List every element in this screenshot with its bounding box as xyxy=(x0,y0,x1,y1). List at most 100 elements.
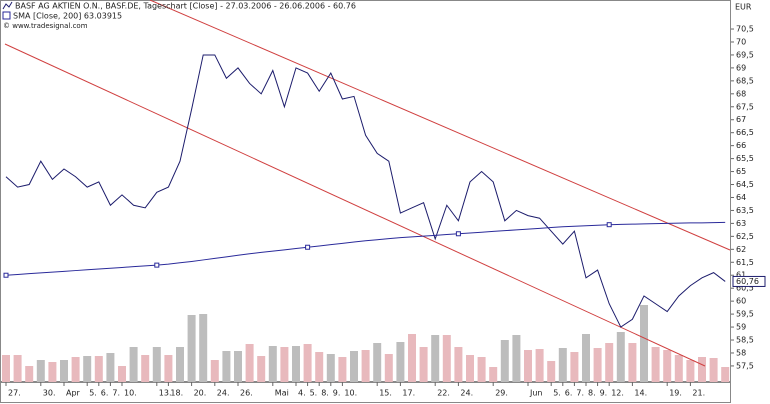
volume-bar xyxy=(60,360,68,382)
trend-channel-upper xyxy=(149,0,731,251)
x-tick-label: 19. xyxy=(669,389,682,398)
plot-frame xyxy=(0,0,731,382)
x-tick-label: 12. xyxy=(611,389,624,398)
volume-bar xyxy=(605,343,614,382)
y-tick-label: 60 xyxy=(736,297,746,306)
legend-sma: SMA [Close, 200] 63.03915 xyxy=(13,12,122,21)
volume-bar xyxy=(709,358,718,382)
y-tick-label: 64,5 xyxy=(736,180,754,189)
y-tick-label: 67 xyxy=(736,115,746,124)
volume-bar xyxy=(431,335,440,382)
volume-bar xyxy=(419,347,428,382)
volume-bar xyxy=(245,344,254,382)
y-tick-label: 61,5 xyxy=(736,258,754,267)
y-tick-label: 68,5 xyxy=(736,76,754,85)
volume-bar xyxy=(442,335,451,382)
x-tick-label: 10. xyxy=(124,389,137,398)
volume-bar xyxy=(48,362,57,382)
volume-bar xyxy=(396,342,405,382)
x-tick-label: 10. xyxy=(344,389,357,398)
x-tick-label: 30. xyxy=(43,389,56,398)
volume-bar xyxy=(83,356,92,382)
volume-bar xyxy=(25,366,34,382)
volume-bar xyxy=(176,347,184,382)
volume-bar xyxy=(303,344,312,382)
sma-marker xyxy=(305,244,311,250)
x-tick-label: 5. xyxy=(553,389,561,398)
credit: © www.tradesignal.com xyxy=(3,22,88,30)
x-tick-label: 6. xyxy=(101,389,109,398)
volume-bar xyxy=(651,347,660,382)
y-tick-label: 70 xyxy=(736,37,746,46)
volume-bar xyxy=(315,352,324,382)
y-tick-label: 69 xyxy=(736,63,746,72)
x-tick-label: 14. xyxy=(634,389,647,398)
sma-marker xyxy=(606,222,612,228)
volume-bar xyxy=(593,348,602,382)
x-tick-label: 26. xyxy=(240,389,253,398)
volume-bar xyxy=(13,355,22,382)
volume-bar xyxy=(663,350,672,382)
x-tick-label: 8. xyxy=(321,389,329,398)
y-tick-label: 63 xyxy=(736,219,746,228)
volume-bar xyxy=(698,357,706,382)
x-tick-label: Mai xyxy=(275,389,289,398)
y-tick-label: 69,5 xyxy=(736,50,754,59)
volume-bar xyxy=(268,346,277,382)
volume-bar xyxy=(350,351,358,382)
sma-marker xyxy=(3,272,9,278)
volume-bar xyxy=(292,346,300,382)
sma-marker xyxy=(154,262,160,268)
trend-channel-lower xyxy=(4,43,706,367)
volume-bar xyxy=(338,357,347,382)
volume-bar xyxy=(582,334,590,382)
volume-bar xyxy=(686,360,695,382)
volume-bar xyxy=(199,314,208,382)
x-tick-label: 24. xyxy=(217,389,230,398)
volume-bar xyxy=(187,315,196,382)
y-tick-label: 66,5 xyxy=(736,128,754,137)
volume-bar xyxy=(674,355,683,382)
y-tick-label: 67,5 xyxy=(736,102,754,111)
x-tick-label: 6. xyxy=(565,389,573,398)
y-tick-label: 62 xyxy=(736,245,746,254)
volume-layer xyxy=(2,305,730,382)
volume-bar xyxy=(570,352,579,382)
x-tick-label: 21. xyxy=(692,389,705,398)
y-tick-label: 70,5 xyxy=(736,25,754,34)
volume-bar xyxy=(2,355,10,382)
volume-bar xyxy=(141,355,150,382)
volume-bar xyxy=(210,360,219,382)
x-tick-label: 22. xyxy=(437,389,450,398)
volume-bar xyxy=(94,356,103,382)
volume-bar xyxy=(118,366,126,382)
x-tick-label: Apr xyxy=(66,389,81,398)
volume-bar xyxy=(489,367,498,382)
x-tick-label: 13. xyxy=(159,389,172,398)
volume-bar xyxy=(326,354,335,382)
volume-bar xyxy=(71,357,80,382)
y-tick-label: 60,5 xyxy=(736,284,754,293)
x-tick-label: 18. xyxy=(170,389,183,398)
volume-bar xyxy=(628,343,637,382)
y-tick-label: 61 xyxy=(736,271,746,280)
volume-bar xyxy=(257,356,266,382)
volume-bar xyxy=(558,348,567,382)
y-tick-label: 63,5 xyxy=(736,206,754,215)
x-tick-label: 15. xyxy=(379,389,392,398)
volume-bar xyxy=(361,350,370,382)
sma-marker xyxy=(455,231,461,237)
price-layer xyxy=(3,54,726,328)
volume-bar xyxy=(524,350,532,382)
y-tick-label: 65,5 xyxy=(736,154,754,163)
x-tick-label: 5. xyxy=(310,389,318,398)
volume-bar xyxy=(280,347,289,382)
x-tick-label: 8. xyxy=(588,389,596,398)
volume-bar xyxy=(152,347,161,382)
volume-bar xyxy=(547,361,556,382)
volume-bar xyxy=(512,335,521,382)
volume-bar xyxy=(721,367,730,382)
volume-bar xyxy=(616,332,625,382)
x-tick-label: 24. xyxy=(460,389,473,398)
series-line xyxy=(5,54,726,328)
